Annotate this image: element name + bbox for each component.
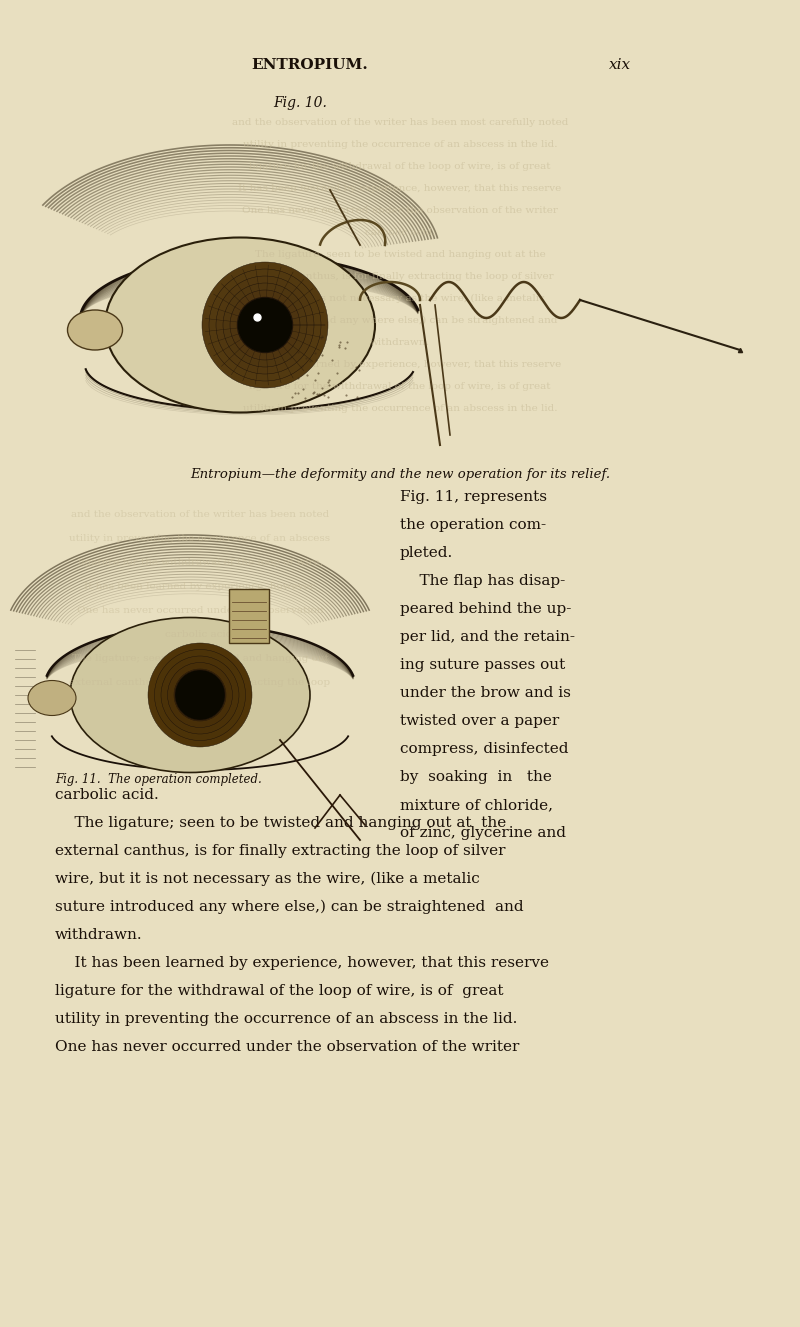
Text: mixture of chloride,: mixture of chloride, [400,798,553,812]
Text: withdrawn.: withdrawn. [370,338,430,346]
Text: One has never occurred under the observation of the writer: One has never occurred under the observa… [55,1040,519,1054]
Text: wire, but it is not necessary as the wire, (like a metalic: wire, but it is not necessary as the wir… [256,295,544,303]
Text: ligature for the withdrawal of the loop of wire, is of great: ligature for the withdrawal of the loop … [250,162,550,171]
Ellipse shape [202,261,328,387]
Ellipse shape [237,297,293,353]
Text: external canthus, is for finally extracting the loop of silver: external canthus, is for finally extract… [55,844,506,859]
Text: xix: xix [609,58,631,72]
Text: suture introduced any where else,) can be straightened  and: suture introduced any where else,) can b… [55,900,524,914]
Text: Entropium—the deformity and the new operation for its relief.: Entropium—the deformity and the new oper… [190,468,610,480]
Text: ligature for the withdrawal of the loop of wire,: ligature for the withdrawal of the loop … [78,557,322,567]
Text: the operation com-: the operation com- [400,518,546,532]
Text: utility in preventing the occurrence of an abscess: utility in preventing the occurrence of … [70,533,330,543]
Text: The ligature; seen to be twisted and hanging out: The ligature; seen to be twisted and han… [72,654,328,664]
Text: external canthus, is for finally extracting the loop: external canthus, is for finally extract… [70,678,330,687]
Text: utility in preventing the occurrence of an abscess in the lid.: utility in preventing the occurrence of … [242,403,558,413]
Text: It has been learned by experience, however,: It has been learned by experience, howev… [83,583,317,591]
Text: pleted.: pleted. [400,545,454,560]
Ellipse shape [181,675,219,714]
Text: Fig. 10.: Fig. 10. [273,96,327,110]
Ellipse shape [258,318,272,332]
Ellipse shape [216,276,314,374]
Ellipse shape [251,311,279,338]
Text: of zinc, glycerine and: of zinc, glycerine and [400,825,566,840]
Text: compress, disinfected: compress, disinfected [400,742,569,756]
Ellipse shape [154,649,246,740]
Text: carbolic acid.: carbolic acid. [55,788,158,802]
Ellipse shape [70,617,310,772]
Text: The ligature; seen to be twisted and hanging out at the: The ligature; seen to be twisted and han… [254,249,546,259]
Text: external canthus, is for finally extracting the loop of silver: external canthus, is for finally extract… [246,272,554,281]
Ellipse shape [194,689,206,702]
Ellipse shape [230,291,300,360]
Text: carbolic acid.: carbolic acid. [365,228,435,238]
Ellipse shape [238,297,293,353]
Text: and the observation of the writer has been noted: and the observation of the writer has be… [71,510,329,519]
Text: The flap has disap-: The flap has disap- [400,575,566,588]
Text: One has never occurred under the observation: One has never occurred under the observa… [77,606,323,614]
Text: utility in preventing the occurrence of an abscess in the lid.: utility in preventing the occurrence of … [55,1013,518,1026]
Ellipse shape [209,269,321,381]
Text: by  soaking  in   the: by soaking in the [400,770,552,784]
Text: carbolic acid.: carbolic acid. [165,630,235,640]
Text: suture introduced any where else,) can be straightened and: suture introduced any where else,) can b… [242,316,558,325]
Text: Fig. 11, represents: Fig. 11, represents [400,490,547,504]
Text: twisted over a paper: twisted over a paper [400,714,559,729]
Ellipse shape [175,670,225,721]
Ellipse shape [148,644,252,747]
Ellipse shape [105,238,375,413]
Text: It has been learned by experience, however, that this reserve: It has been learned by experience, howev… [238,360,562,369]
Text: under the brow and is: under the brow and is [400,686,571,701]
Text: One has never occurred under the observation of the writer: One has never occurred under the observa… [242,206,558,215]
Text: ENTROPIUM.: ENTROPIUM. [252,58,368,72]
Text: ligature for the withdrawal of the loop of wire, is of  great: ligature for the withdrawal of the loop … [55,985,503,998]
FancyBboxPatch shape [229,589,269,644]
Text: Fig. 11.  The operation completed.: Fig. 11. The operation completed. [55,774,262,786]
Text: withdrawn.: withdrawn. [55,928,142,942]
Text: per lid, and the retain-: per lid, and the retain- [400,630,575,644]
Ellipse shape [167,662,233,727]
Text: and the observation of the writer has been most carefully noted: and the observation of the writer has be… [232,118,568,127]
Ellipse shape [244,304,286,346]
Text: ligature for the withdrawal of the loop of wire, is of great: ligature for the withdrawal of the loop … [250,382,550,391]
Ellipse shape [28,681,76,715]
Text: wire, but it is not necessary as the wire, (like a metalic: wire, but it is not necessary as the wir… [55,872,480,886]
Text: The ligature; seen to be twisted and hanging out at  the: The ligature; seen to be twisted and han… [55,816,506,829]
Text: ing suture passes out: ing suture passes out [400,658,566,671]
Ellipse shape [174,669,226,721]
Text: It has been learned by experience, however, that this reserve: It has been learned by experience, howev… [55,955,549,970]
Text: peared behind the up-: peared behind the up- [400,602,571,616]
Ellipse shape [67,311,122,350]
Text: It has been learned by experience, however, that this reserve: It has been learned by experience, howev… [238,184,562,192]
Ellipse shape [223,283,307,368]
Ellipse shape [187,682,213,709]
Text: utility in preventing the occurrence of an abscess in the lid.: utility in preventing the occurrence of … [242,141,558,149]
Ellipse shape [161,656,239,734]
